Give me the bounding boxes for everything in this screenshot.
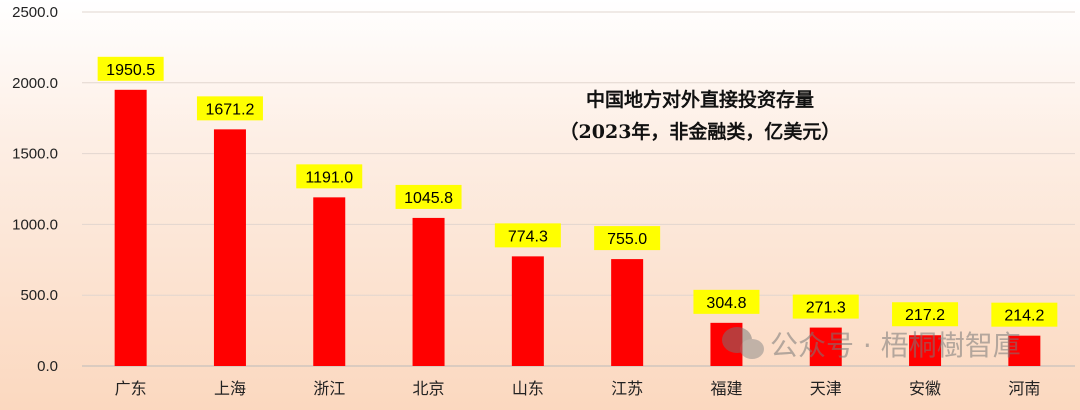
x-tick-label: 北京: [413, 379, 445, 398]
x-tick-label: 安徽: [909, 379, 941, 398]
x-tick-label: 河南: [1008, 379, 1040, 398]
x-tick-label: 上海: [214, 379, 246, 398]
data-label: 271.3: [806, 300, 846, 317]
x-tick-label: 浙江: [313, 379, 345, 398]
data-label-bg: [594, 226, 661, 251]
bar: [1008, 335, 1041, 366]
data-label: 1671.2: [205, 101, 254, 118]
data-label: 214.2: [1004, 308, 1044, 325]
data-label: 774.3: [508, 228, 548, 245]
x-tick-label: 江苏: [611, 379, 643, 398]
data-label: 755.0: [607, 231, 647, 248]
y-tick-label: 500.0: [20, 287, 58, 304]
data-label-bg: [97, 56, 164, 81]
chart-subtitle: （2023年，非金融类，亿美元）: [560, 120, 841, 143]
x-tick-label: 山东: [512, 379, 544, 398]
data-label-bg: [196, 96, 263, 121]
x-tick-label: 天津: [810, 379, 842, 398]
y-tick-label: 1000.0: [12, 216, 58, 233]
watermark: 公众号 · 梧桐樹智庫: [722, 327, 1021, 362]
bar: [114, 89, 147, 366]
data-label: 1191.0: [305, 169, 353, 186]
data-label-bg: [892, 302, 959, 327]
bar: [611, 259, 644, 366]
data-label: 1950.5: [106, 62, 155, 79]
bar: [412, 217, 445, 366]
y-tick-label: 2000.0: [12, 75, 58, 92]
data-label: 217.2: [905, 307, 945, 324]
data-label: 304.8: [706, 295, 746, 312]
x-tick-label: 广东: [115, 379, 147, 398]
data-label-bg: [792, 294, 859, 319]
bar: [511, 256, 544, 366]
watermark-text: 公众号 · 梧桐樹智庫: [770, 329, 1021, 362]
chart-title: 中国地方对外直接投资存量: [586, 88, 814, 111]
data-label-bg: [494, 223, 561, 248]
data-label-bg: [296, 164, 363, 189]
y-tick-label: 1500.0: [12, 146, 58, 163]
x-tick-label: 福建: [710, 379, 742, 398]
bar: [809, 327, 842, 366]
bar: [213, 129, 246, 366]
data-label: 1045.8: [404, 190, 453, 207]
data-label-bg: [395, 184, 462, 209]
data-label-bg: [991, 302, 1058, 327]
y-tick-label: 2500.0: [12, 4, 58, 21]
bar: [909, 335, 942, 366]
data-label-bg: [693, 289, 760, 314]
y-tick-label: 0.0: [37, 358, 58, 375]
wechat-icon: [722, 327, 764, 359]
bar: [313, 197, 346, 366]
